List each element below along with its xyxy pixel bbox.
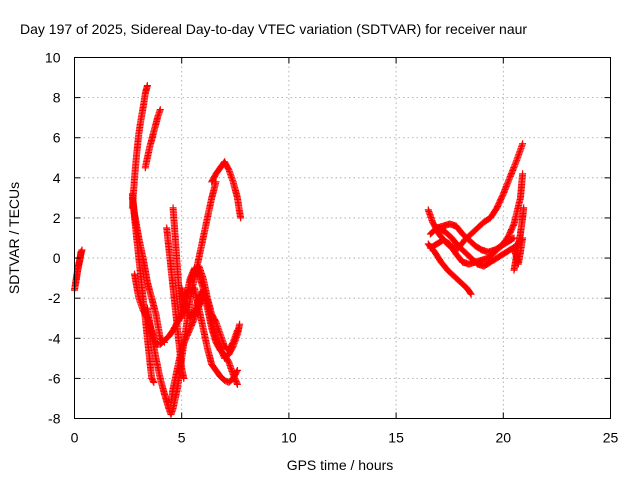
x-axis-label: GPS time / hours xyxy=(287,457,394,473)
track-15 xyxy=(208,158,245,222)
x-tick-label: 10 xyxy=(281,430,297,446)
plus-markers xyxy=(141,106,164,172)
plus-markers xyxy=(510,234,527,268)
track-4 xyxy=(128,194,168,346)
plus-markers xyxy=(72,248,85,288)
axis-tick-labels: 0 5 10 15 20 25 -8 -6 -4 -2 0 2 4 6 8 10 xyxy=(45,50,619,446)
y-tick-label: 4 xyxy=(53,170,61,186)
plus-markers xyxy=(208,158,245,222)
axis-ticks xyxy=(74,57,611,419)
x-tick-label: 25 xyxy=(603,430,619,446)
x-tick-label: 20 xyxy=(496,430,512,446)
data-points xyxy=(71,82,528,418)
x-tick-label: 5 xyxy=(178,430,186,446)
y-tick-label: 6 xyxy=(53,130,61,146)
y-tick-label: -4 xyxy=(48,330,61,346)
y-tick-label: -8 xyxy=(48,411,61,427)
y-tick-label: -2 xyxy=(48,290,61,306)
track-5 xyxy=(141,106,164,172)
y-tick-label: 8 xyxy=(53,90,61,106)
y-axis-label: SDTVAR / TECUs xyxy=(6,182,22,294)
plus-markers xyxy=(186,262,241,354)
plus-markers xyxy=(128,194,168,346)
plot-frame xyxy=(74,57,611,419)
chart-title: Day 197 of 2025, Sidereal Day-to-day VTE… xyxy=(20,21,527,37)
track-22 xyxy=(510,234,527,268)
track-13 xyxy=(191,284,241,386)
y-tick-label: 10 xyxy=(45,50,61,66)
x-tick-label: 15 xyxy=(388,430,404,446)
x-tick-label: 0 xyxy=(71,430,79,446)
track-14 xyxy=(186,262,241,354)
track-1 xyxy=(72,248,85,288)
y-tick-label: 2 xyxy=(53,210,61,226)
plus-markers xyxy=(191,284,241,386)
y-tick-label: 0 xyxy=(53,250,61,266)
y-tick-label: -6 xyxy=(48,370,61,386)
